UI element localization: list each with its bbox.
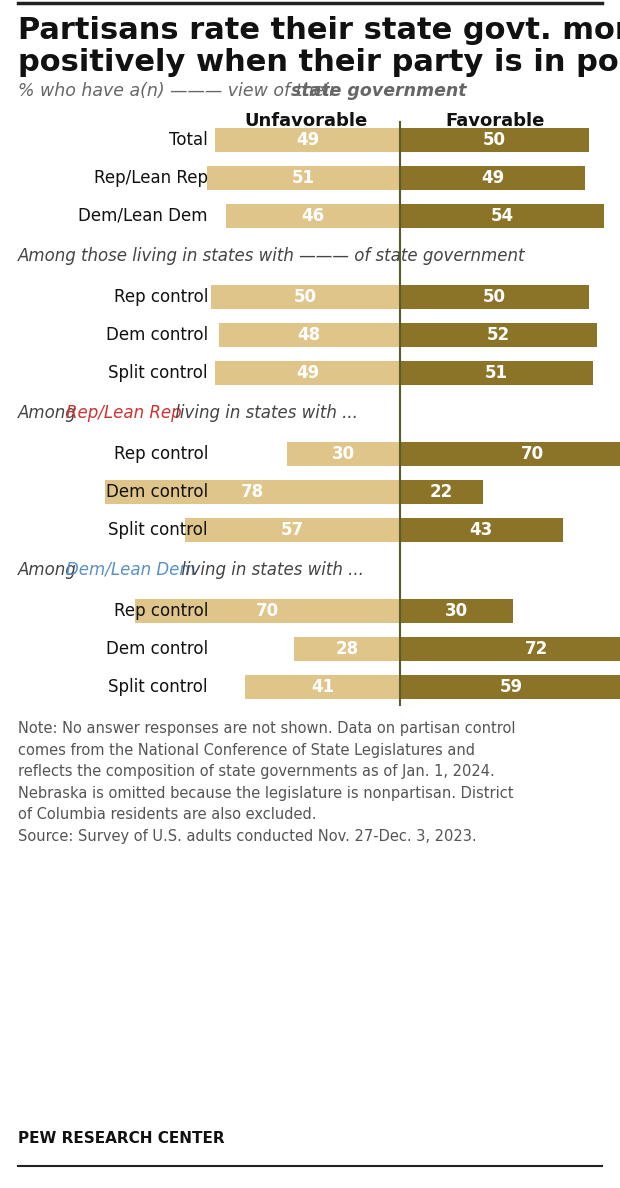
Bar xyxy=(400,637,620,661)
Text: Favorable: Favorable xyxy=(445,112,545,129)
Text: state government: state government xyxy=(291,82,466,100)
Bar xyxy=(226,204,400,228)
Text: 46: 46 xyxy=(301,207,325,225)
Text: Dem control: Dem control xyxy=(106,484,208,501)
Bar xyxy=(400,166,585,190)
Text: 70: 70 xyxy=(521,446,544,463)
Bar xyxy=(400,361,593,385)
Text: 51: 51 xyxy=(292,169,315,187)
Text: 70: 70 xyxy=(256,602,279,620)
Text: Dem control: Dem control xyxy=(106,326,208,345)
Text: positively when their party is in power: positively when their party is in power xyxy=(18,48,620,77)
Text: Split control: Split control xyxy=(108,522,208,539)
Bar xyxy=(185,518,400,542)
Text: 22: 22 xyxy=(430,484,453,501)
Bar xyxy=(400,285,589,309)
Bar xyxy=(400,128,589,152)
Text: 49: 49 xyxy=(296,364,319,383)
Text: 30: 30 xyxy=(445,602,468,620)
Text: PEW RESEARCH CENTER: PEW RESEARCH CENTER xyxy=(18,1131,224,1146)
Bar xyxy=(400,480,483,504)
Text: 51: 51 xyxy=(485,364,508,383)
Text: Rep control: Rep control xyxy=(113,446,208,463)
Text: 52: 52 xyxy=(487,326,510,345)
Text: Partisans rate their state govt. more: Partisans rate their state govt. more xyxy=(18,15,620,45)
Text: Rep/Lean Rep: Rep/Lean Rep xyxy=(66,404,182,422)
Bar xyxy=(207,166,400,190)
Text: 57: 57 xyxy=(281,522,304,539)
Text: Among: Among xyxy=(18,404,82,422)
Text: 59: 59 xyxy=(500,678,523,696)
Bar xyxy=(400,204,604,228)
Bar xyxy=(400,599,513,623)
Bar xyxy=(219,323,400,347)
Bar xyxy=(400,675,620,699)
Text: Split control: Split control xyxy=(108,364,208,383)
Text: Dem control: Dem control xyxy=(106,640,208,658)
Bar xyxy=(211,285,400,309)
Text: Dem/Lean Dem: Dem/Lean Dem xyxy=(79,207,208,225)
Text: Rep control: Rep control xyxy=(113,287,208,307)
Text: 72: 72 xyxy=(525,640,547,658)
Bar xyxy=(400,323,596,347)
Text: Unfavorable: Unfavorable xyxy=(244,112,368,129)
Text: 28: 28 xyxy=(335,640,358,658)
Text: 50: 50 xyxy=(483,131,506,148)
Text: living in states with ...: living in states with ... xyxy=(170,404,358,422)
Text: 43: 43 xyxy=(469,522,493,539)
Bar xyxy=(400,518,562,542)
Text: Dem/Lean Dem: Dem/Lean Dem xyxy=(66,561,196,579)
Text: 54: 54 xyxy=(490,207,513,225)
Text: Rep/Lean Rep: Rep/Lean Rep xyxy=(94,169,208,187)
Bar xyxy=(400,442,620,466)
Text: 50: 50 xyxy=(294,287,317,307)
Bar xyxy=(294,637,400,661)
Text: 49: 49 xyxy=(481,169,504,187)
Bar xyxy=(245,675,400,699)
Text: Total: Total xyxy=(169,131,208,148)
Bar xyxy=(286,442,400,466)
Text: % who have a(n) ——— view of their: % who have a(n) ——— view of their xyxy=(18,82,342,100)
Text: living in states with ...: living in states with ... xyxy=(176,561,364,579)
Text: Note: No answer responses are not shown. Data on partisan control
comes from the: Note: No answer responses are not shown.… xyxy=(18,721,515,843)
Text: 49: 49 xyxy=(296,131,319,148)
Bar xyxy=(215,361,400,385)
Bar xyxy=(105,480,400,504)
Text: Among those living in states with ——— of state government: Among those living in states with ——— of… xyxy=(18,247,526,265)
Text: 30: 30 xyxy=(332,446,355,463)
Bar xyxy=(215,128,400,152)
Text: Among: Among xyxy=(18,561,82,579)
Text: Rep control: Rep control xyxy=(113,602,208,620)
Text: 50: 50 xyxy=(483,287,506,307)
Text: 78: 78 xyxy=(241,484,264,501)
Text: 41: 41 xyxy=(311,678,334,696)
Text: 48: 48 xyxy=(298,326,321,345)
Bar xyxy=(135,599,400,623)
Text: Split control: Split control xyxy=(108,678,208,696)
